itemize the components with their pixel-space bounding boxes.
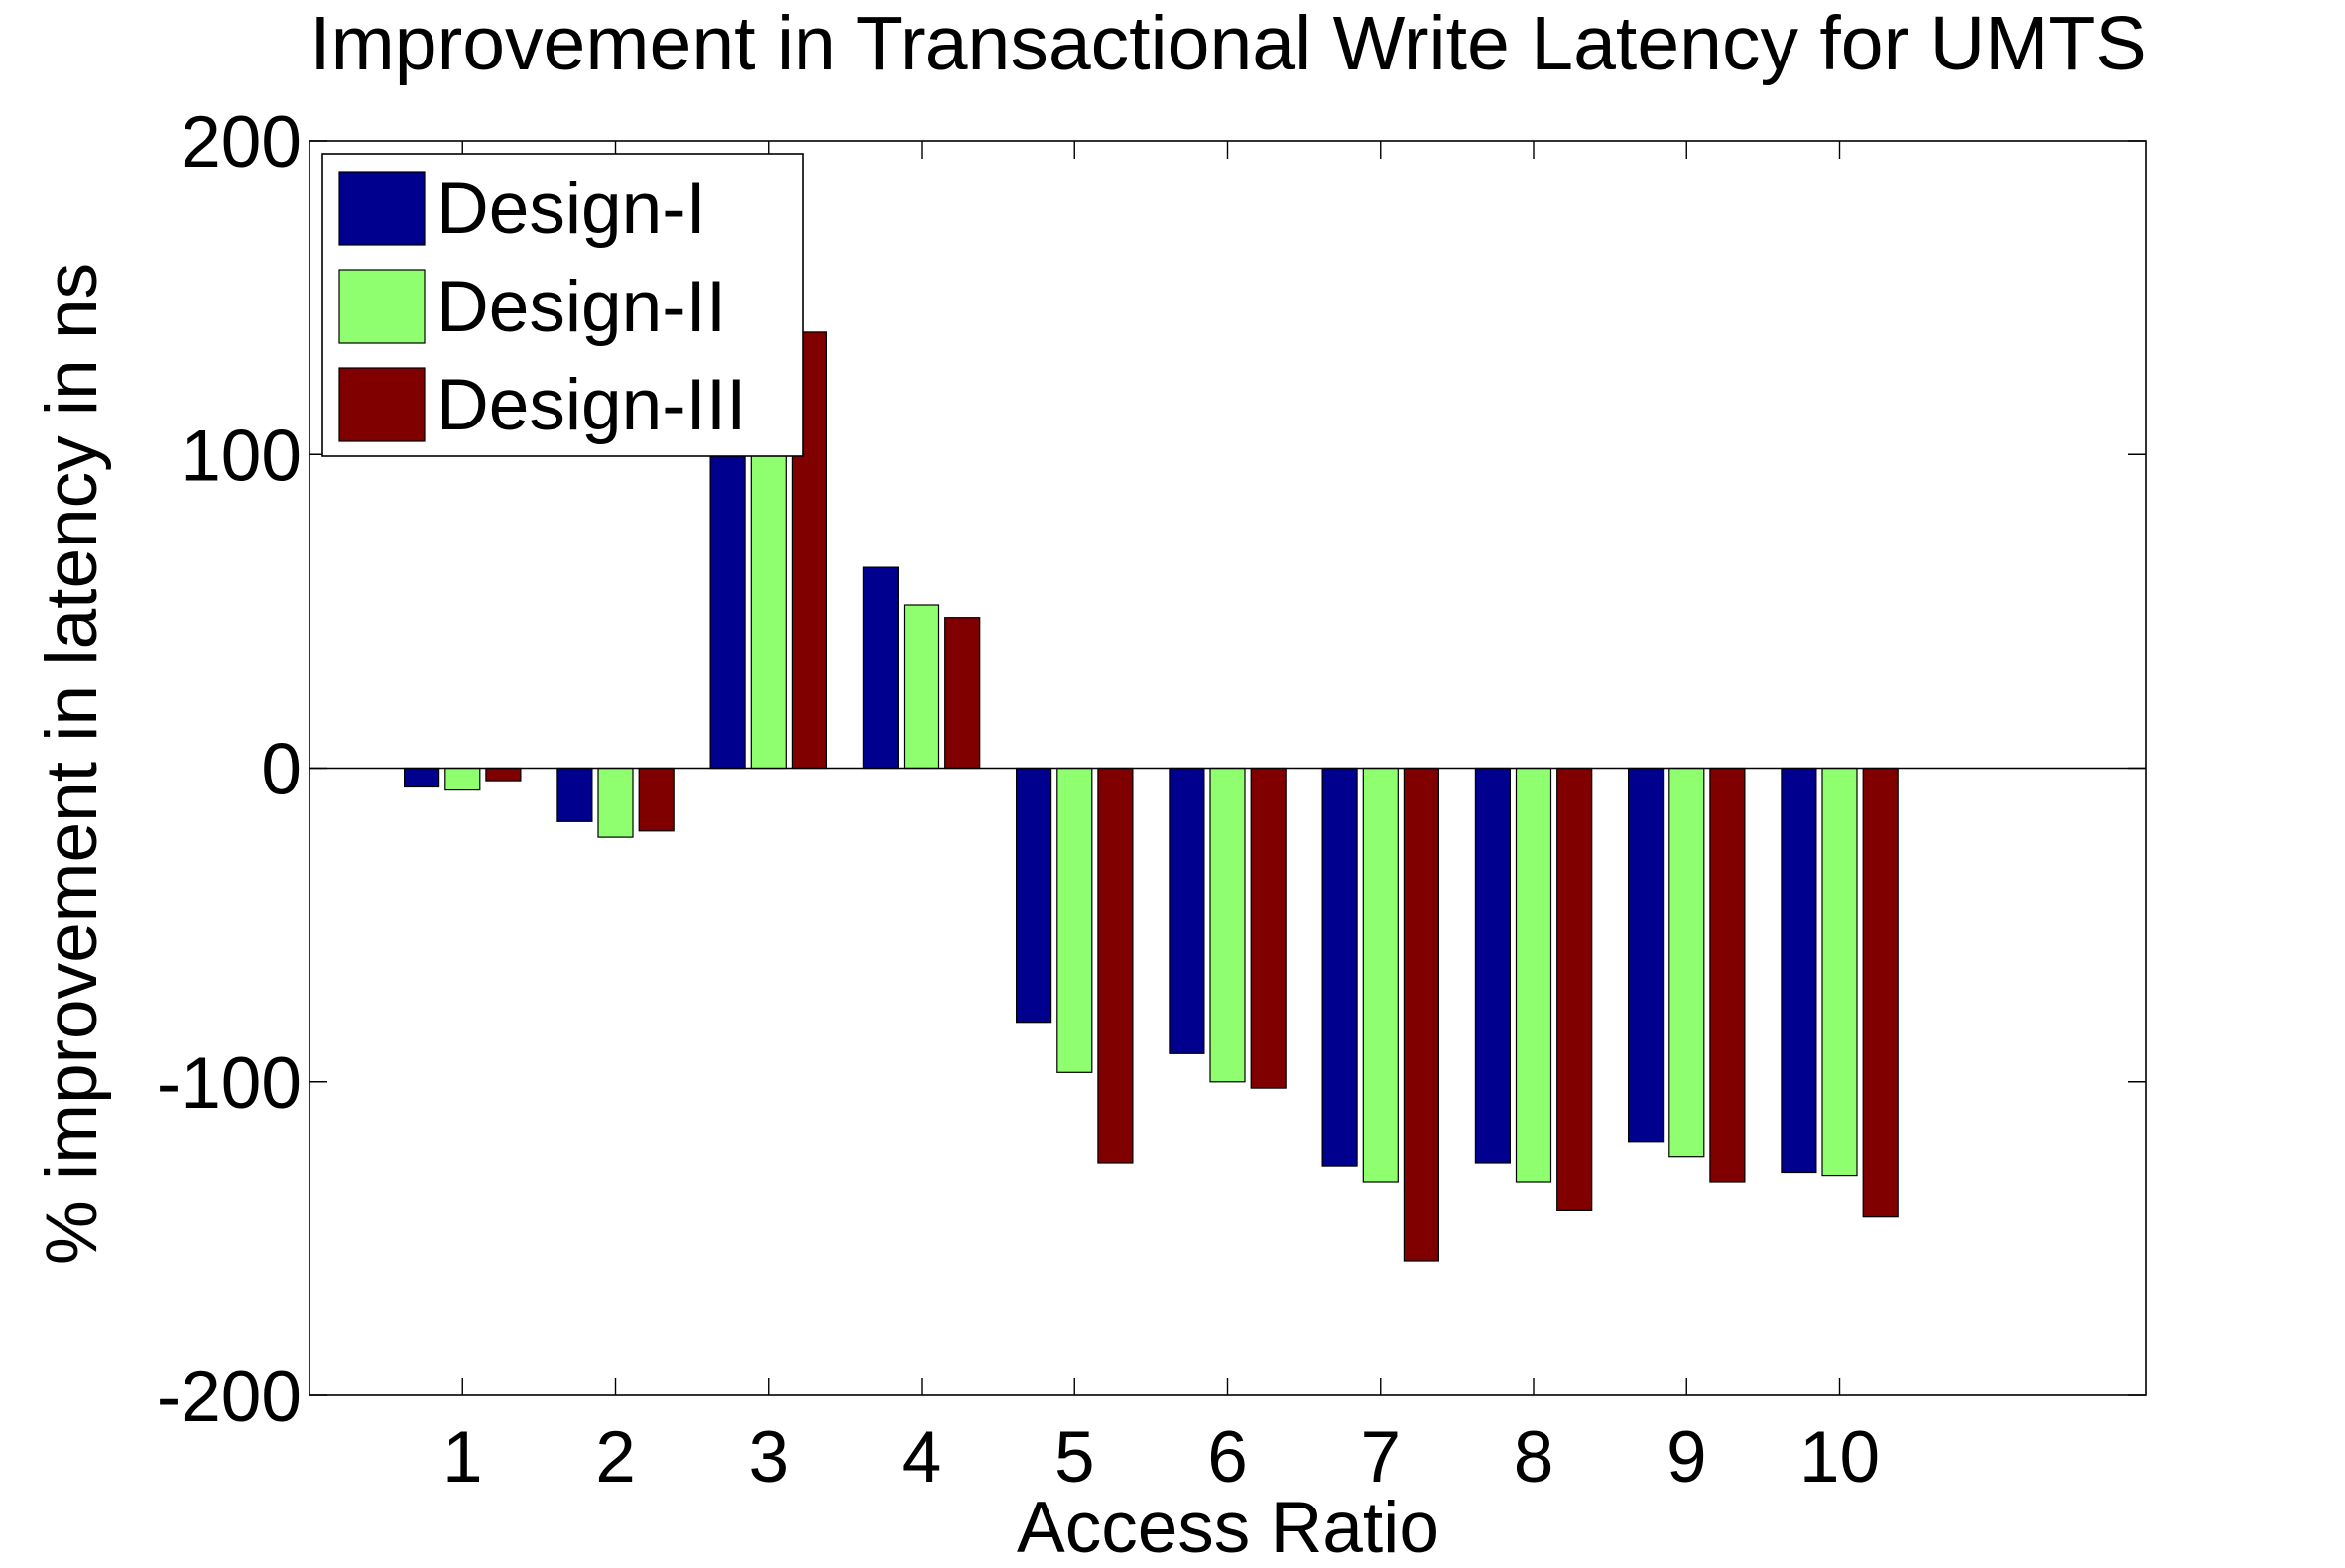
legend: Design-I Design-II Design-III bbox=[321, 153, 804, 457]
y-tick-label: 0 bbox=[261, 730, 302, 810]
y-axis-label: % improvement in latency in ns bbox=[32, 263, 112, 1265]
bar-design-i-7 bbox=[1321, 767, 1358, 1167]
x-tick-label: 2 bbox=[595, 1417, 636, 1498]
legend-swatch-design-ii bbox=[338, 269, 426, 344]
bar-design-ii-3 bbox=[750, 453, 787, 770]
bar-design-iii-10 bbox=[1862, 767, 1899, 1218]
x-tick-label: 5 bbox=[1054, 1417, 1095, 1498]
y-tick-label: 100 bbox=[181, 416, 302, 496]
bar-design-iii-3 bbox=[791, 331, 828, 770]
bar-design-i-2 bbox=[556, 767, 593, 822]
bar-design-ii-2 bbox=[597, 767, 634, 838]
chart-title: Improvement in Transactional Write Laten… bbox=[309, 1, 2147, 86]
bar-design-iii-2 bbox=[638, 767, 675, 832]
bar-design-ii-6 bbox=[1209, 767, 1246, 1083]
bar-design-iii-8 bbox=[1556, 767, 1593, 1211]
x-tick-label: 8 bbox=[1514, 1417, 1554, 1498]
x-tick-label: 4 bbox=[902, 1417, 942, 1498]
bar-design-ii-9 bbox=[1668, 767, 1705, 1158]
bar-design-iii-6 bbox=[1250, 767, 1287, 1089]
legend-swatch-design-iii bbox=[338, 367, 426, 442]
bar-design-i-1 bbox=[404, 767, 440, 788]
bar-design-ii-10 bbox=[1821, 767, 1858, 1177]
bar-design-i-10 bbox=[1781, 767, 1817, 1174]
bar-design-i-9 bbox=[1627, 767, 1665, 1143]
bar-design-i-3 bbox=[709, 453, 746, 770]
bar-design-i-8 bbox=[1474, 767, 1512, 1164]
x-tick-label: 3 bbox=[748, 1417, 789, 1498]
y-tick-label: -100 bbox=[157, 1043, 302, 1124]
x-tick-label: 9 bbox=[1666, 1417, 1707, 1498]
x-tick-label: 7 bbox=[1360, 1417, 1401, 1498]
x-tick-label: 6 bbox=[1207, 1417, 1248, 1498]
legend-label-design-ii: Design-II bbox=[436, 267, 726, 347]
bar-design-ii-4 bbox=[903, 604, 940, 770]
bar-design-iii-7 bbox=[1403, 767, 1440, 1262]
bar-design-iii-4 bbox=[944, 617, 981, 770]
x-tick-label: 1 bbox=[442, 1417, 483, 1498]
bar-design-ii-7 bbox=[1362, 767, 1399, 1183]
bar-design-iii-5 bbox=[1097, 767, 1134, 1164]
legend-label-design-iii: Design-III bbox=[436, 365, 746, 445]
bar-design-i-6 bbox=[1169, 767, 1205, 1054]
x-tick-label: 10 bbox=[1799, 1417, 1880, 1498]
bar-design-ii-5 bbox=[1056, 767, 1093, 1073]
bar-design-ii-1 bbox=[444, 767, 481, 791]
bar-design-i-4 bbox=[862, 566, 900, 770]
y-tick-label: 200 bbox=[181, 102, 302, 182]
legend-label-design-i: Design-I bbox=[436, 169, 706, 249]
bar-design-iii-1 bbox=[485, 767, 522, 782]
y-tick-label: -200 bbox=[157, 1357, 302, 1437]
bar-design-i-5 bbox=[1015, 767, 1052, 1024]
x-axis-label: Access Ratio bbox=[1017, 1488, 1439, 1563]
legend-swatch-design-i bbox=[338, 171, 426, 246]
bar-design-iii-9 bbox=[1709, 767, 1746, 1183]
bar-design-ii-8 bbox=[1515, 767, 1552, 1183]
